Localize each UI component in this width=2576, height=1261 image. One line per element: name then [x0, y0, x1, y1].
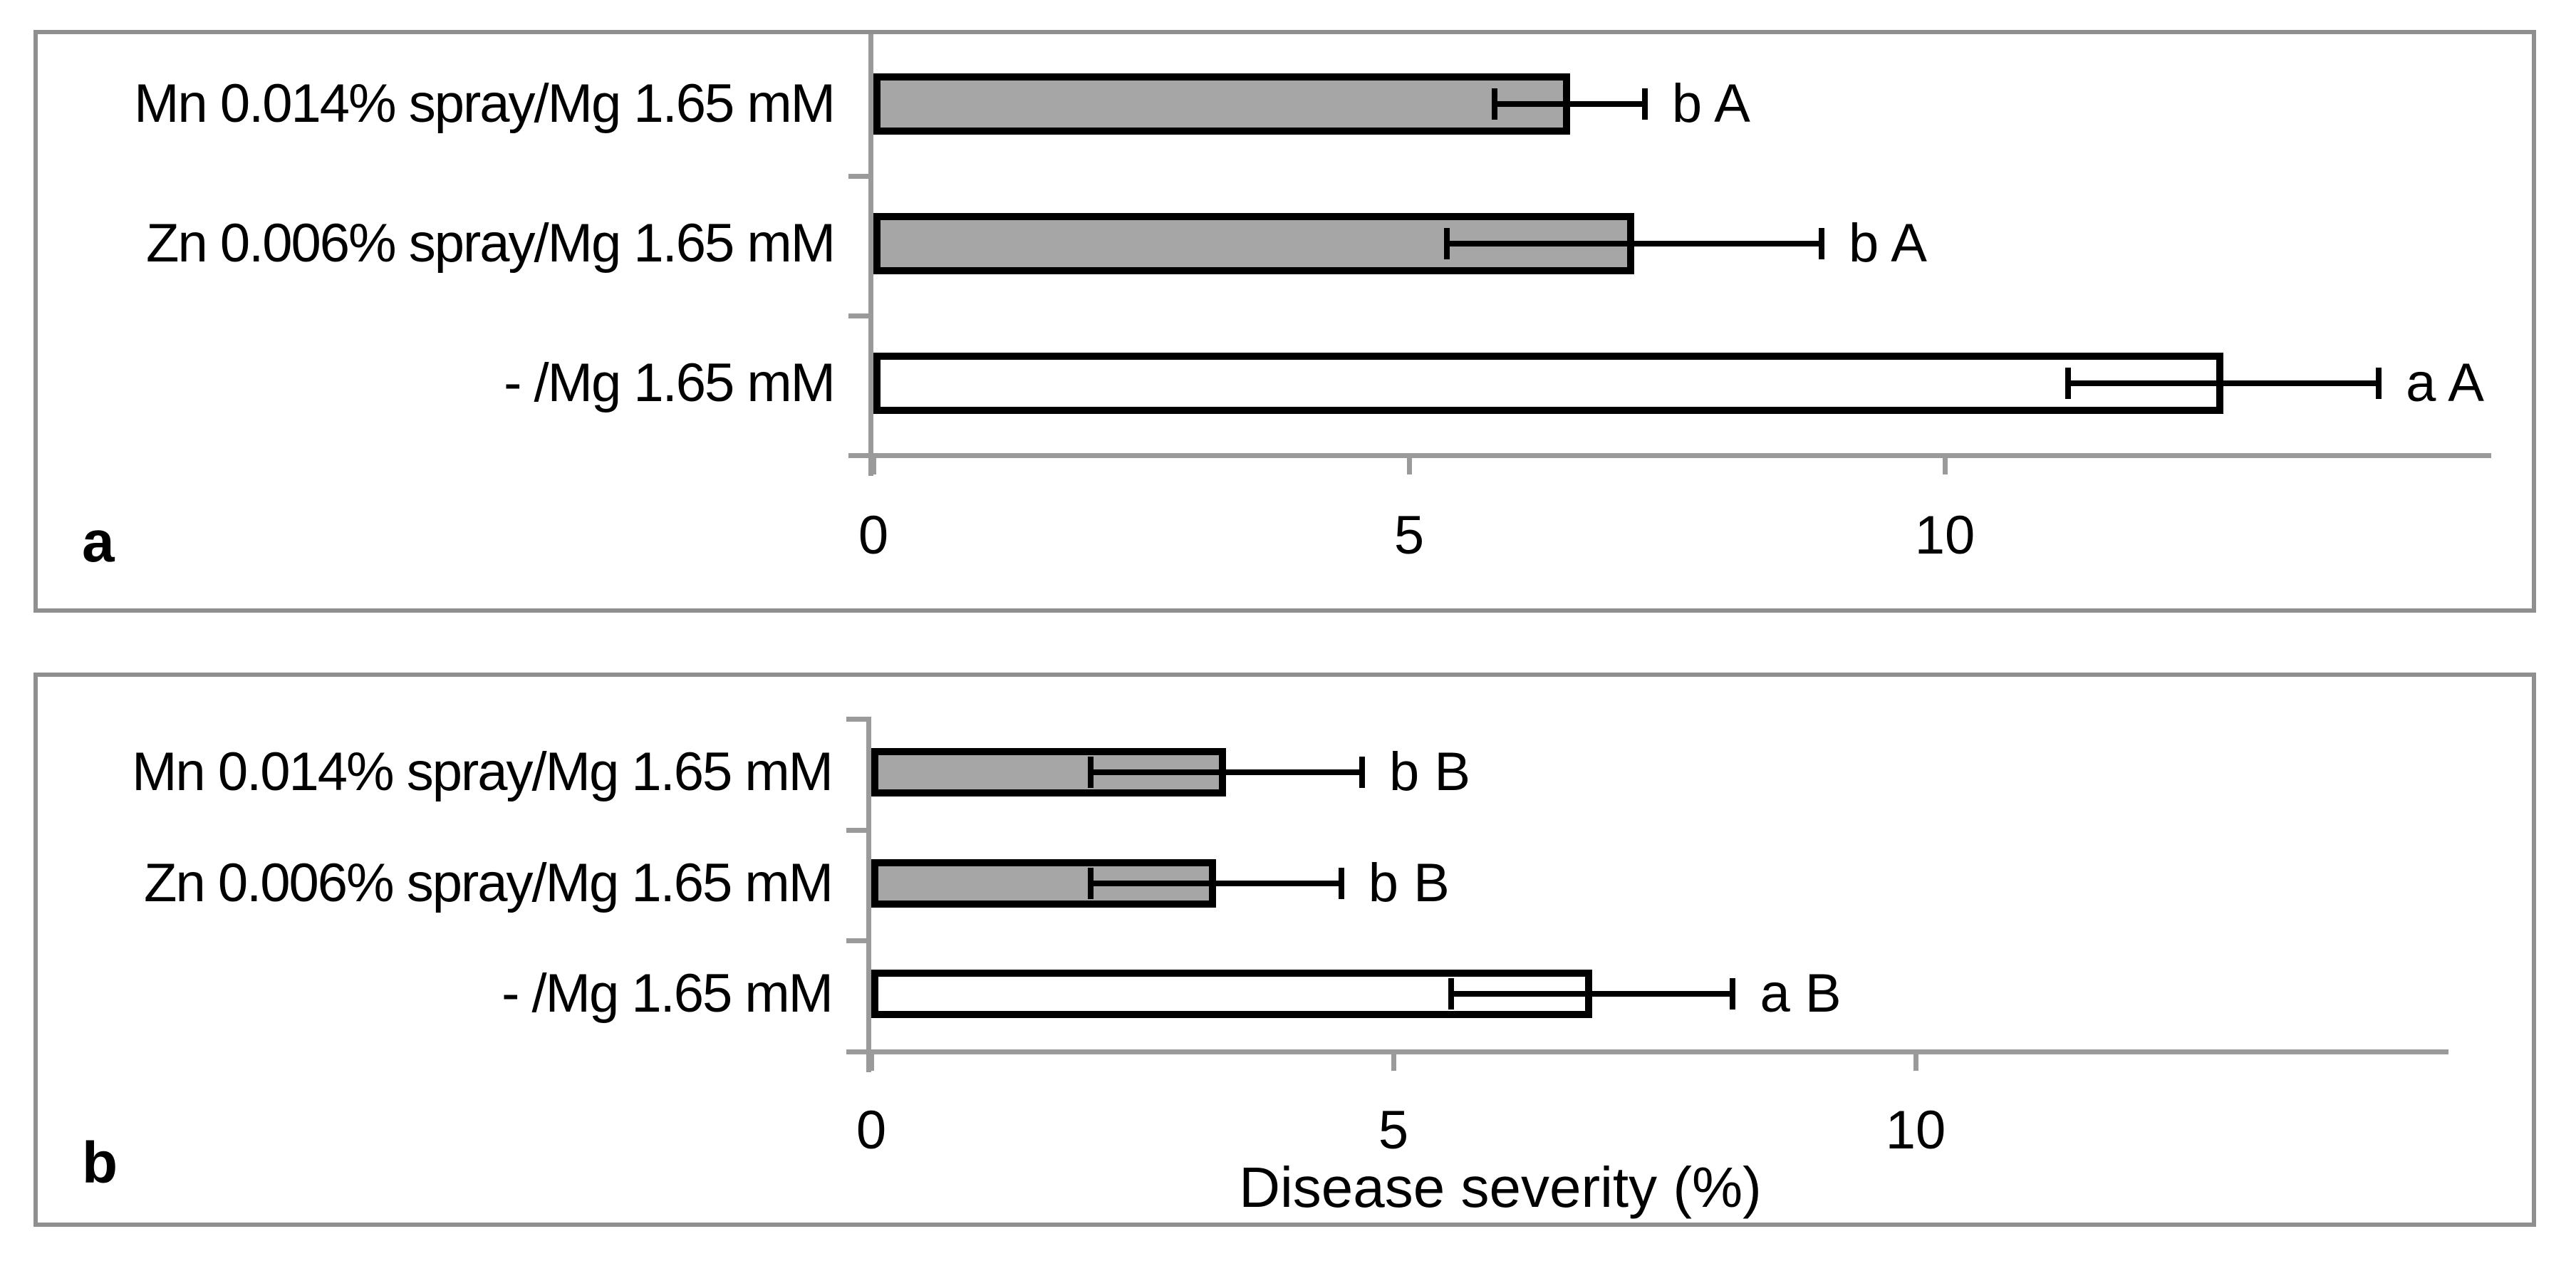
error-bar-cap	[2065, 368, 2071, 399]
x-tick-label: 10	[1914, 505, 1975, 566]
panel-a: 0 5 10 Mn 0.014% spray/Mg 1.65 mM b A Zn 0.00…	[33, 30, 2536, 613]
x-tick-label: 0	[858, 505, 889, 566]
x-tick	[869, 1049, 874, 1071]
category-label: Mn 0.014% spray/Mg 1.65 mM	[132, 741, 833, 802]
significance-label: b A	[1849, 213, 1927, 274]
panel-a-plot: 0 5 10 Mn 0.014% spray/Mg 1.65 mM b A Zn 0.00…	[38, 34, 2532, 608]
category-tick	[846, 938, 871, 944]
significance-label: a B	[1760, 963, 1842, 1024]
category-tick	[846, 717, 871, 722]
significance-label: a A	[2406, 353, 2484, 413]
panel-a-letter: a	[82, 509, 115, 574]
error-bar-cap	[1087, 756, 1094, 788]
panel-b-plot: 0 5 10 Disease severity (%) Mn 0.014% spray/…	[38, 677, 2532, 1223]
x-tick	[1943, 453, 1948, 474]
error-bar-cap	[1730, 978, 1736, 1010]
error-bar-cap	[1359, 756, 1366, 788]
y-axis-line	[868, 34, 873, 476]
x-tick	[871, 453, 876, 474]
category-tick	[848, 174, 873, 179]
x-tick	[1913, 1049, 1918, 1071]
x-axis-title: Disease severity (%)	[1239, 1156, 1762, 1219]
category-label: Zn 0.006% spray/Mg 1.65 mM	[146, 213, 836, 274]
x-tick	[1407, 453, 1412, 474]
x-tick	[1391, 1049, 1396, 1071]
error-bar	[1090, 880, 1341, 886]
category-label: - /Mg 1.65 mM	[502, 963, 833, 1024]
x-tick-label: 5	[1378, 1100, 1409, 1161]
error-bar	[1090, 769, 1363, 775]
error-bar	[2067, 380, 2379, 386]
error-bar-cap	[1492, 88, 1498, 120]
error-bar-cap	[1641, 88, 1648, 120]
error-bar	[1495, 101, 1645, 107]
bar	[873, 73, 1570, 135]
y-axis-line	[866, 717, 871, 1072]
x-axis-line	[846, 1049, 2448, 1054]
error-bar-cap	[1338, 867, 1344, 899]
significance-label: b B	[1389, 741, 1471, 802]
bar	[873, 353, 2224, 414]
category-label: Mn 0.014% spray/Mg 1.65 mM	[134, 73, 836, 134]
error-bar-cap	[1087, 867, 1094, 899]
error-bar-cap	[2376, 368, 2382, 399]
error-bar	[1450, 991, 1733, 997]
category-label: Zn 0.006% spray/Mg 1.65 mM	[144, 852, 833, 913]
category-tick	[848, 313, 873, 318]
x-tick-label: 5	[1393, 505, 1425, 566]
x-tick-label: 10	[1885, 1100, 1946, 1161]
significance-label: b B	[1368, 852, 1450, 913]
error-bar-cap	[1819, 228, 1825, 259]
x-tick-label: 0	[856, 1100, 887, 1161]
error-bar	[1446, 241, 1822, 247]
panel-b-letter: b	[82, 1131, 118, 1195]
significance-label: b A	[1671, 73, 1750, 134]
x-axis-line	[848, 453, 2492, 458]
panel-b: 0 5 10 Disease severity (%) Mn 0.014% spray/…	[33, 673, 2536, 1227]
error-bar-cap	[1443, 228, 1450, 259]
category-tick	[846, 827, 871, 833]
category-label: - /Mg 1.65 mM	[504, 353, 836, 413]
error-bar-cap	[1448, 978, 1454, 1010]
